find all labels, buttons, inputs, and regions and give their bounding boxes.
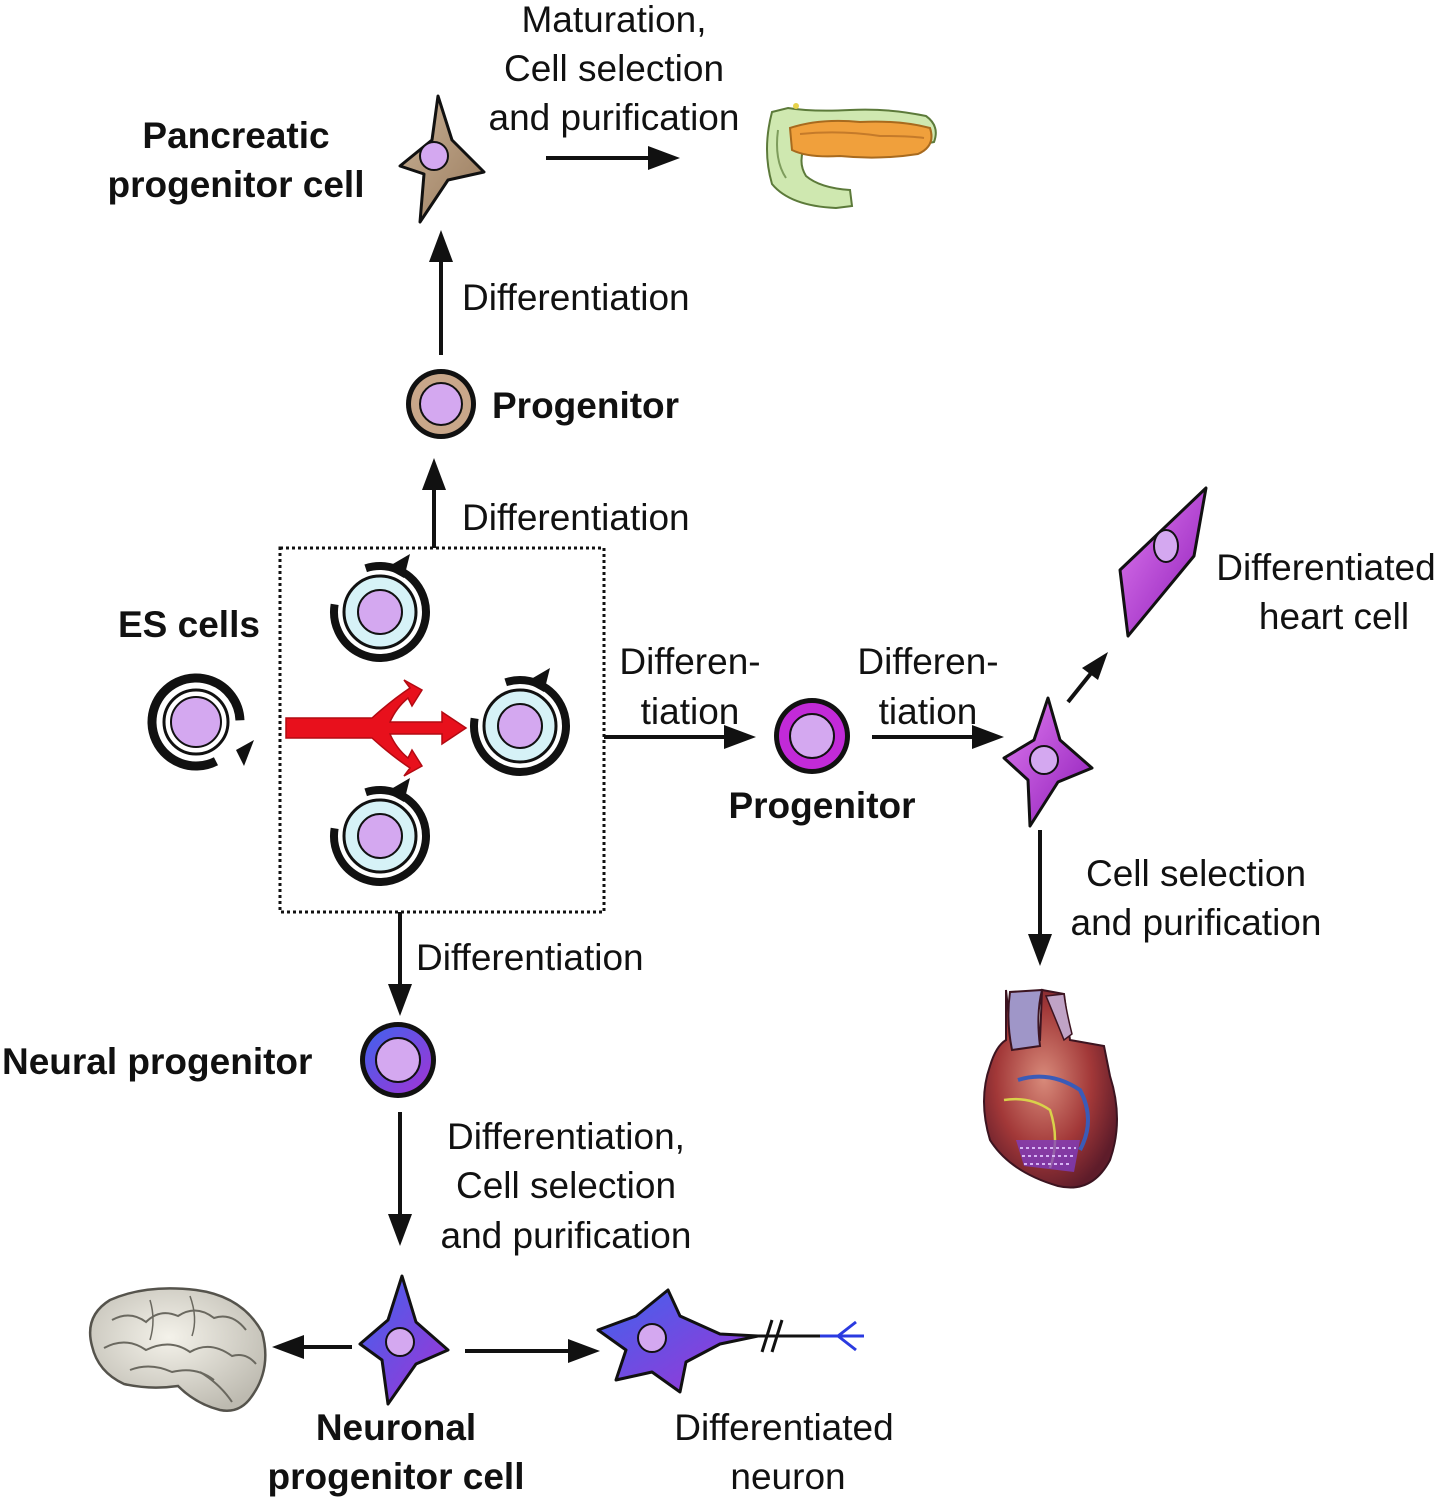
differentiation-right-2-line1: Differen- <box>857 641 998 682</box>
arrow-to-heart <box>1028 830 1052 966</box>
arrow-to-neuron <box>465 1339 600 1363</box>
pancreas-organ-icon <box>766 103 937 210</box>
differentiation-label-down: Differentiation <box>416 937 644 978</box>
differentiated-neuron <box>596 1288 864 1394</box>
arrow-to-heart-cell <box>1066 652 1108 704</box>
es-cell-outside <box>147 673 254 771</box>
arrows <box>272 146 1108 1363</box>
differentiation-right-2-line2: tiation <box>879 691 978 732</box>
neuronal-progenitor-cell <box>358 1274 450 1406</box>
arrow-to-neural-progenitor <box>388 912 412 1016</box>
progenitor-right-label: Progenitor <box>728 785 915 826</box>
maturation-label-line2: Cell selection <box>504 48 724 89</box>
neuronal-label-line2: progenitor cell <box>268 1456 525 1497</box>
neural-progenitor-label: Neural progenitor <box>2 1041 312 1082</box>
heart-progenitor-cell <box>1002 696 1094 828</box>
neuron-label-line2: neuron <box>730 1456 845 1497</box>
red-branching-arrow <box>285 679 468 777</box>
es-culture-box <box>278 546 606 914</box>
progenitor-top-label: Progenitor <box>492 385 679 426</box>
neuron-label-line1: Differentiated <box>674 1407 893 1448</box>
arrow-to-progenitor-right <box>604 725 756 749</box>
arrow-to-progenitor-top <box>422 458 446 548</box>
differentiation-right-1-line2: tiation <box>641 691 740 732</box>
pancreatic-label-line2: progenitor cell <box>108 164 365 205</box>
heart-cell-label-line1: Differentiated <box>1216 547 1435 588</box>
arrow-to-neuronal-cell <box>388 1112 412 1246</box>
progenitor-right-cell <box>774 698 850 774</box>
heart-cell-label-line2: heart cell <box>1259 596 1409 637</box>
neuro-step-label-line2: Cell selection <box>456 1165 676 1206</box>
arrow-to-pancreas <box>546 146 680 170</box>
neural-progenitor-cell <box>360 1022 436 1098</box>
differentiation-label-lower: Differentiation <box>462 497 690 538</box>
axon-terminal-icon <box>820 1320 864 1352</box>
arrow-to-brain <box>272 1335 352 1359</box>
maturation-label-line3: and purification <box>489 97 740 138</box>
differentiated-heart-cell <box>1118 486 1208 638</box>
neuro-step-label-line3: and purification <box>441 1215 692 1256</box>
progenitor-top-cell <box>406 369 476 439</box>
neuronal-label-line1: Neuronal <box>316 1407 476 1448</box>
cell-selection-label-line1: Cell selection <box>1086 853 1306 894</box>
es-cells-label: ES cells <box>118 604 260 645</box>
arrow-to-pancreatic-cell <box>429 230 453 355</box>
es-cell-bottom <box>330 778 430 886</box>
heart-organ-icon <box>983 988 1118 1189</box>
es-cell-right <box>470 668 570 776</box>
es-cell-top <box>330 554 430 662</box>
differentiation-right-1-line1: Differen- <box>619 641 760 682</box>
maturation-label-line1: Maturation, <box>521 0 706 40</box>
pancreatic-progenitor-cell <box>398 94 486 224</box>
cell-selection-label-line2: and purification <box>1071 902 1322 943</box>
neuro-step-label-line1: Differentiation, <box>447 1116 685 1157</box>
differentiation-label-upper: Differentiation <box>462 277 690 318</box>
arrow-to-heart-progenitor <box>872 725 1004 749</box>
brain-organ-icon <box>88 1287 267 1412</box>
pancreatic-label-line1: Pancreatic <box>142 115 329 156</box>
